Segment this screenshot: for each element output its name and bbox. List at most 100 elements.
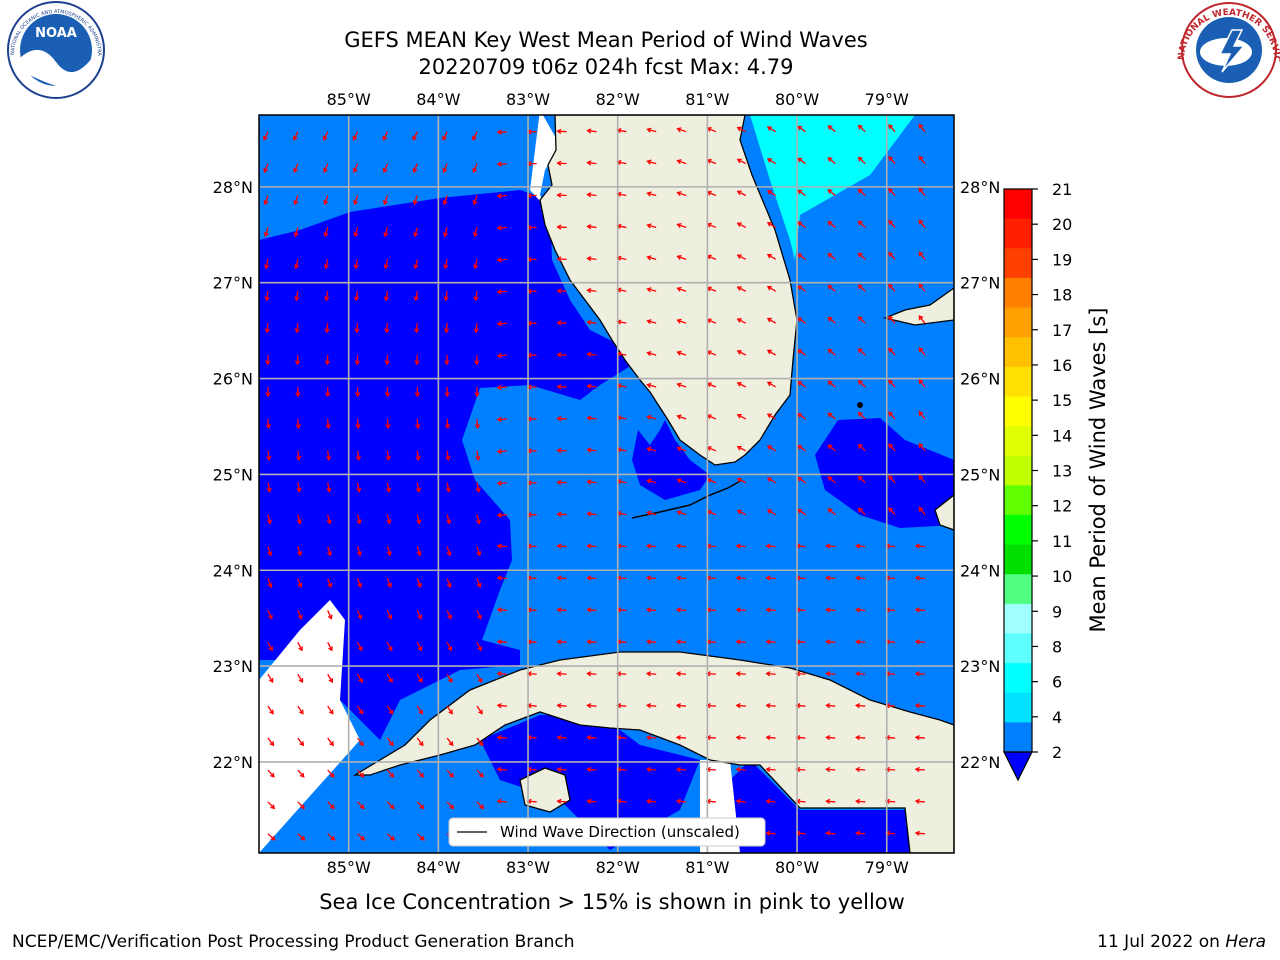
wave-direction-arrowhead: [385, 487, 392, 493]
wave-direction-arrow: [918, 188, 926, 196]
wave-direction-arrow: [737, 414, 747, 420]
wave-direction-arrowhead: [386, 551, 392, 557]
wave-direction-arrowhead: [443, 264, 449, 270]
wave-direction-arrow: [587, 736, 597, 739]
wave-direction-arrowhead: [645, 607, 652, 613]
wave-direction-arrowhead: [296, 519, 302, 525]
wave-direction-arrowhead: [444, 424, 451, 430]
wave-direction-arrow: [647, 640, 657, 643]
wave-direction-arrowhead: [586, 192, 592, 198]
wave-direction-arrow: [416, 578, 422, 588]
wave-direction-arrow: [706, 800, 716, 803]
wave-direction-arrow: [356, 514, 361, 524]
wave-direction-arrowhead: [857, 284, 863, 290]
wave-direction-arrow: [647, 256, 657, 260]
wave-direction-arrow: [385, 323, 389, 333]
wave-direction-arrow: [446, 642, 452, 651]
wave-direction-arrow: [856, 577, 866, 580]
wave-direction-arrowhead: [328, 677, 333, 684]
wave-direction-arrowhead: [735, 671, 741, 677]
colorbar-tick-label: 13: [1052, 462, 1072, 481]
wave-direction-arrowhead: [646, 351, 652, 357]
wave-direction-arrow: [707, 350, 717, 356]
wave-direction-arrowhead: [556, 607, 562, 613]
wave-direction-arrowhead: [676, 127, 682, 133]
wave-direction-arrow: [918, 379, 926, 388]
wave-direction-arrow: [677, 704, 687, 707]
wave-direction-arrow: [356, 642, 363, 651]
wave-direction-arrowhead: [888, 124, 893, 130]
wave-direction-arrowhead: [675, 543, 681, 549]
wave-direction-arrow: [736, 640, 746, 643]
wave-direction-arrowhead: [384, 392, 391, 398]
wave-direction-arrow: [385, 291, 389, 301]
wave-direction-arrowhead: [766, 317, 772, 323]
footer-date-text: 11 Jul 2022 on: [1097, 932, 1220, 952]
colorbar: 21 20 19 18 17 16 15 14 13 12 11 10 9 8 6 4 2: [1003, 180, 1072, 782]
wave-direction-arrowhead: [385, 455, 391, 462]
wave-direction-arrow: [413, 195, 418, 205]
wave-direction-arrowhead: [797, 444, 803, 450]
colorbar-tick-label: 2: [1052, 743, 1062, 762]
wave-direction-arrow: [918, 443, 926, 452]
wave-direction-arrow: [647, 384, 657, 388]
wave-direction-arrow: [386, 673, 393, 683]
wave-direction-arrowhead: [766, 509, 772, 514]
wave-direction-arrowhead: [918, 187, 924, 193]
wave-direction-arrow: [888, 443, 896, 452]
wave-direction-arrow: [888, 475, 896, 484]
wave-direction-arrowhead: [914, 607, 920, 613]
wave-direction-arrow: [766, 832, 776, 835]
wave-direction-arrow: [267, 769, 275, 778]
wave-direction-arrow: [915, 608, 926, 612]
wave-direction-arrowhead: [675, 734, 681, 741]
wave-direction-arrowhead: [412, 135, 418, 141]
wave-direction-arrow: [446, 482, 450, 492]
lat-tick-label-right: 26°N: [960, 370, 1000, 389]
wave-direction-arrow: [827, 125, 836, 133]
wave-direction-arrow: [767, 254, 776, 260]
wave-direction-arrow: [886, 672, 896, 675]
wave-direction-arrow: [888, 379, 896, 388]
wave-direction-arrow: [446, 514, 450, 524]
wave-direction-arrow: [587, 417, 597, 420]
wave-direction-arrowhead: [325, 424, 331, 430]
wave-direction-arrowhead: [412, 167, 418, 174]
wave-direction-arrow: [295, 259, 299, 269]
colorbar-segment: [1004, 722, 1032, 753]
wave-direction-arrowhead: [295, 392, 301, 398]
wave-direction-arrowhead: [478, 709, 483, 715]
wave-direction-arrow: [476, 610, 482, 619]
wave-direction-arrowhead: [914, 575, 920, 581]
colorbar-segment: [1004, 455, 1032, 486]
wave-direction-arrow: [443, 163, 448, 173]
wave-direction-arrow: [386, 418, 389, 428]
wave-direction-arrow: [737, 318, 747, 324]
wave-direction-arrowhead: [324, 328, 330, 334]
wave-direction-arrowhead: [676, 350, 682, 356]
wave-direction-arrowhead: [827, 412, 833, 418]
wave-direction-arrow: [443, 195, 448, 205]
wave-direction-arrow: [647, 320, 657, 324]
wave-direction-arrowhead: [586, 639, 592, 645]
wave-direction-arrow: [886, 768, 896, 771]
wave-direction-arrow: [497, 194, 507, 197]
wave-direction-arrow: [796, 768, 806, 771]
wave-direction-arrow: [918, 156, 926, 165]
wave-direction-arrowhead: [797, 508, 803, 514]
wave-direction-arrowhead: [556, 415, 562, 422]
wave-direction-arrow: [587, 257, 597, 260]
wave-direction-arrowhead: [914, 766, 920, 773]
wave-direction-arrow: [446, 418, 449, 428]
wave-direction-arrowhead: [914, 671, 920, 677]
wave-direction-arrow: [527, 545, 537, 548]
wave-direction-arrowhead: [735, 607, 741, 613]
wave-direction-arrow: [918, 475, 926, 484]
wave-direction-arrow: [736, 800, 746, 803]
wave-direction-arrow: [293, 163, 299, 173]
wave-direction-arrowhead: [327, 614, 333, 620]
wave-direction-arrowhead: [355, 392, 361, 398]
wave-direction-arrow: [557, 768, 567, 771]
wave-direction-arrow: [497, 608, 507, 612]
wave-direction-arrowhead: [586, 256, 592, 262]
